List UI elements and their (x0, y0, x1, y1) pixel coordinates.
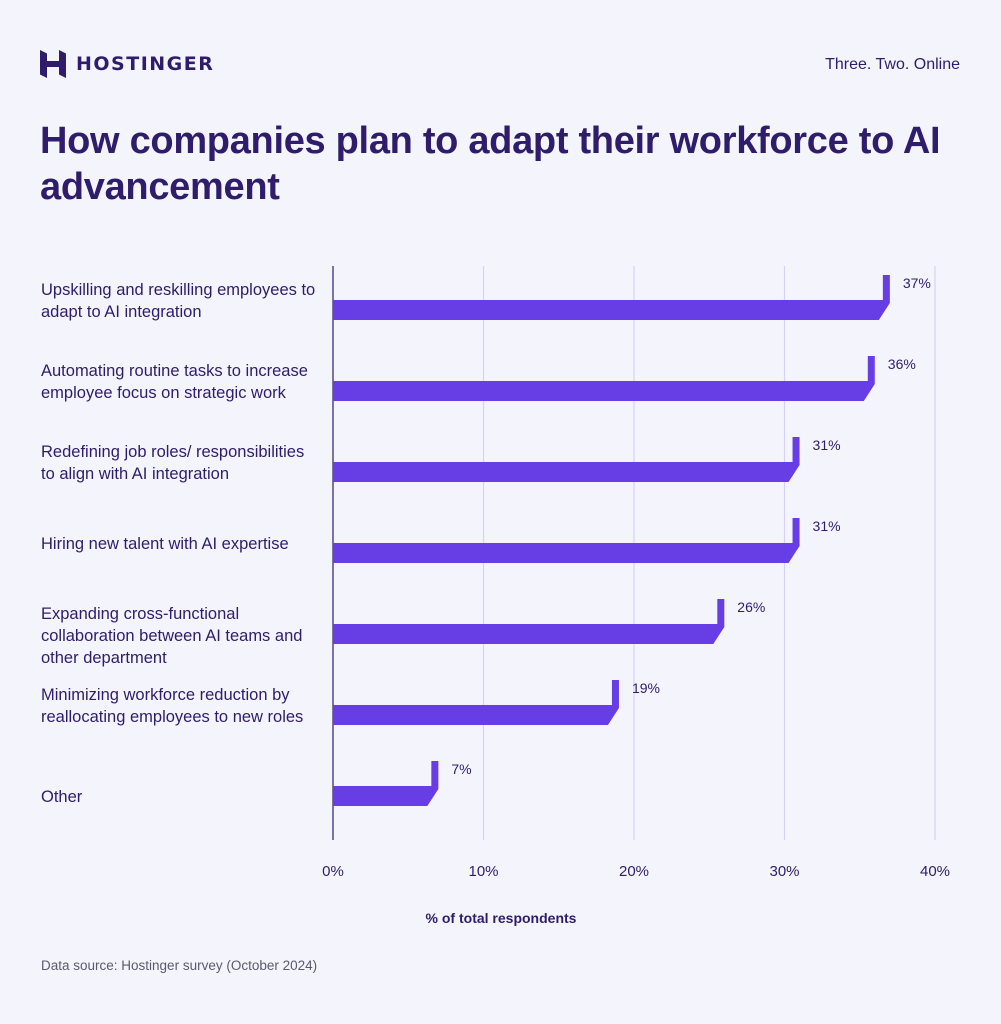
x-tick-label: 30% (769, 863, 799, 880)
bar (333, 356, 875, 401)
data-label: 26% (737, 599, 765, 615)
chart-title: How companies plan to adapt their workfo… (40, 120, 941, 208)
brand-name: HOSTINGER (76, 53, 215, 75)
hostinger-logo-icon (40, 50, 66, 78)
category-label: Expanding cross-functional collaboration… (41, 605, 303, 667)
category-label: Automating routine tasks to increase emp… (41, 362, 308, 402)
x-tick-label: 0% (322, 863, 344, 880)
data-label: 36% (888, 356, 916, 372)
bar (333, 599, 725, 644)
x-tick-label: 10% (468, 863, 498, 880)
data-label: 7% (451, 761, 471, 777)
bar (333, 518, 800, 563)
bar (333, 437, 800, 482)
data-label: 19% (632, 680, 660, 696)
category-label: Other (41, 788, 83, 806)
data-label: 31% (813, 518, 841, 534)
data-label: 37% (903, 275, 931, 291)
hostinger-logo: HOSTINGER (40, 50, 214, 78)
category-label: Upskilling and reskilling employees to a… (41, 281, 316, 321)
category-label: Minimizing workforce reduction by reallo… (41, 686, 304, 726)
bar (333, 680, 619, 725)
x-tick-label: 40% (920, 863, 950, 880)
data-label: 31% (813, 437, 841, 453)
tagline: Three. Two. Online (825, 56, 960, 73)
x-tick-label: 20% (619, 863, 649, 880)
x-axis-label: % of total respondents (425, 910, 577, 926)
data-source: Data source: Hostinger survey (October 2… (41, 958, 318, 973)
category-label: Redefining job roles/ responsibilities t… (41, 443, 305, 483)
category-label: Hiring new talent with AI expertise (41, 535, 289, 553)
bar (333, 275, 890, 320)
bar (333, 761, 439, 806)
